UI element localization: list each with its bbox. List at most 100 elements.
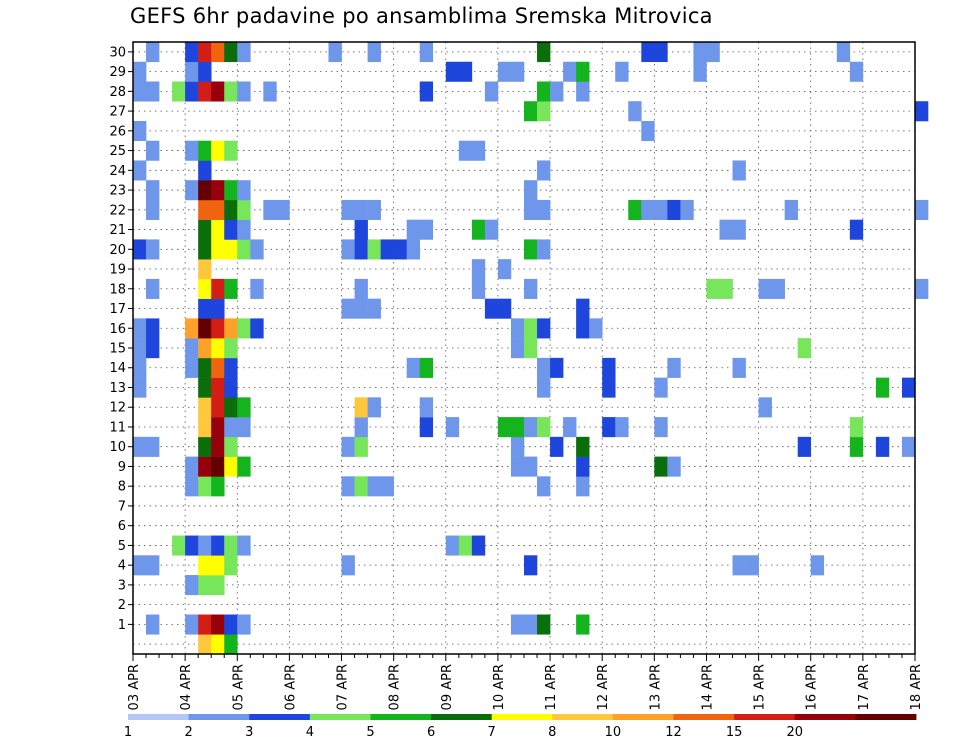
heatmap-cell [224, 140, 238, 161]
heatmap-cell [341, 476, 355, 497]
heatmap-cell [836, 42, 851, 63]
heatmap-cell [146, 614, 160, 635]
heatmap-cell [537, 417, 551, 438]
y-axis: 1234567891011121314151617181920212223242… [109, 45, 133, 633]
colorbar-swatch [855, 714, 917, 720]
x-tick-label: 04 APR [179, 664, 194, 710]
heatmap-cell [484, 298, 499, 319]
heatmap-cell [237, 219, 251, 240]
heatmap-cell [341, 555, 355, 576]
heatmap-cell [550, 81, 564, 102]
colorbar-label: 15 [726, 725, 743, 740]
heatmap-cell [758, 397, 772, 418]
heatmap-cell [185, 61, 199, 82]
heatmap-cell [185, 180, 199, 201]
heatmap-cell [237, 397, 251, 418]
heatmap-cell [849, 436, 864, 457]
x-tick-label: 18 APR [909, 664, 924, 710]
y-tick-label: 20 [109, 243, 126, 258]
heatmap-cell [641, 42, 655, 63]
heatmap-cell [797, 338, 812, 359]
heatmap-cell [576, 81, 590, 102]
heatmap-cell [224, 634, 238, 655]
colorbar-label: 4 [306, 725, 314, 740]
heatmap-cell [367, 476, 381, 497]
x-tick-label: 14 APR [700, 664, 715, 710]
y-tick-label: 21 [109, 223, 126, 238]
heatmap-cell [615, 61, 629, 82]
heatmap-cell [146, 199, 160, 220]
y-tick-label: 9 [118, 460, 126, 475]
heatmap-cell [693, 61, 707, 82]
heatmap-cell [211, 634, 225, 655]
heatmap-cell [510, 338, 525, 359]
heatmap-cell [224, 81, 238, 102]
heatmap-cell [537, 318, 551, 339]
heatmap-cell [146, 555, 160, 576]
heatmap-cell [224, 278, 238, 299]
y-tick-label: 5 [118, 539, 126, 554]
heatmap-cell [602, 417, 616, 438]
heatmap-cell [576, 436, 590, 457]
heatmap-cell [550, 436, 564, 457]
colorbar-swatch [612, 714, 674, 720]
y-tick-label: 11 [109, 420, 126, 435]
heatmap-cell [537, 614, 551, 635]
heatmap-cell [354, 239, 368, 260]
heatmap-cell [198, 160, 212, 181]
colorbar-label: 8 [548, 725, 556, 740]
heatmap-cell [706, 42, 720, 63]
heatmap-cell [537, 377, 551, 398]
x-tick-label: 06 APR [283, 664, 298, 710]
heatmap-cell [224, 239, 238, 260]
colorbar-label: 12 [665, 725, 682, 740]
heatmap-cell [211, 81, 225, 102]
heatmap-cell [224, 318, 238, 339]
heatmap-cell [354, 278, 368, 299]
heatmap-cell [211, 397, 225, 418]
heatmap-cell [654, 456, 668, 477]
y-tick-label: 10 [109, 440, 126, 455]
heatmap-cell [198, 42, 212, 63]
heatmap-cell [198, 338, 212, 359]
colorbar-label: 3 [245, 725, 253, 740]
colorbar-swatch [128, 714, 190, 720]
heatmap-cell [198, 456, 212, 477]
y-tick-label: 1 [118, 618, 126, 633]
heatmap-cell [537, 160, 551, 181]
heatmap-cell [602, 377, 616, 398]
heatmap-cell [458, 140, 473, 161]
heatmap-cell [524, 239, 538, 260]
colorbar-swatch [309, 714, 371, 720]
heatmap-cell [524, 101, 538, 122]
heatmap-cell [693, 42, 707, 63]
heatmap-cell [276, 199, 290, 220]
heatmap-cell [367, 298, 381, 319]
heatmap-cell [354, 436, 368, 457]
heatmap-cell [576, 456, 590, 477]
heatmap-cell [133, 436, 147, 457]
heatmap-cell [537, 199, 551, 220]
heatmap-cell [224, 357, 238, 378]
heatmap-cell [354, 199, 368, 220]
heatmap-cell [576, 61, 590, 82]
heatmap-cell [654, 417, 668, 438]
colorbar-swatch [734, 714, 796, 720]
y-tick-label: 18 [109, 282, 126, 297]
heatmap-cell [719, 219, 733, 240]
colorbar-swatch [552, 714, 614, 720]
heatmap-cell [537, 239, 551, 260]
heatmap-cell [146, 318, 160, 339]
heatmap-cell [419, 42, 434, 63]
x-tick-label: 09 APR [440, 664, 455, 710]
heatmap-cell [224, 456, 238, 477]
heatmap-cell [706, 278, 720, 299]
heatmap-cells [133, 42, 929, 655]
heatmap-cell [341, 436, 355, 457]
y-tick-label: 14 [109, 361, 126, 376]
heatmap-cell [198, 377, 212, 398]
heatmap-cell [419, 417, 434, 438]
heatmap-cell [211, 555, 225, 576]
y-tick-label: 30 [109, 45, 126, 60]
heatmap-cell [667, 357, 681, 378]
